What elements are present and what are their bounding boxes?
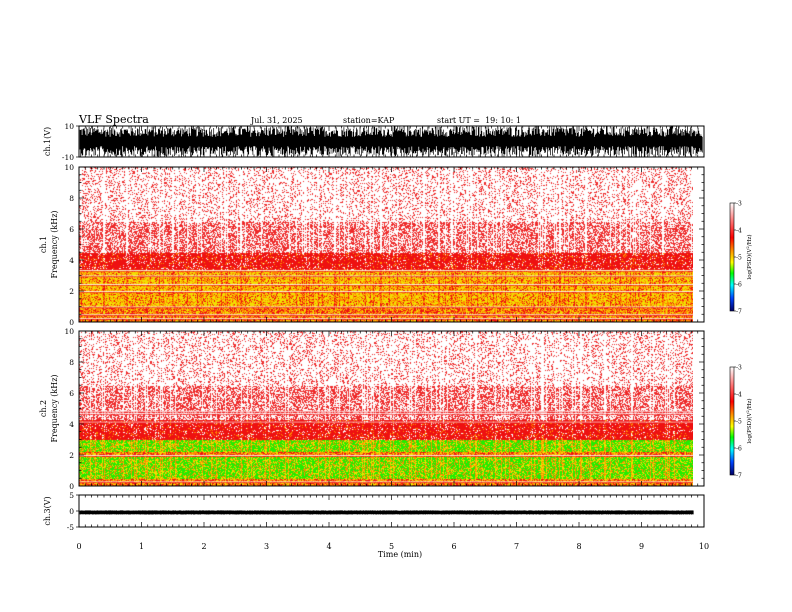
colorbar-tick-label: -7 [736,309,742,316]
time-tick-label: 3 [264,542,269,551]
ch1-spectrogram-image [79,167,693,322]
y-tick-label: 4 [69,256,74,265]
y-tick-label: 8 [69,358,74,367]
ch3-waveform-frame [78,494,705,528]
colorbar-tick-label: -4 [736,228,742,235]
time-tick-label: 9 [639,542,644,551]
y-tick-label: 2 [69,451,74,460]
y-tick-label: 0 [69,318,74,327]
header-station: station=KAP [343,116,395,125]
y-tick-label: 0 [69,482,74,491]
time-tick-label: 2 [201,542,206,551]
ch2-spectrogram-ticks: 0 2 4 6 8 10 [64,327,705,491]
time-tick-label: 1 [139,542,144,551]
colorbar-scale [729,202,735,312]
colorbar-label: log(PSD)(V2/Hz) [745,398,753,443]
colorbar-tick-label: -4 [736,392,742,399]
colorbar-tick-label: -5 [736,255,742,262]
figure-title: VLF Spectra [78,113,149,126]
colorbar-tick-label: -3 [736,365,742,372]
colorbar-label: log(PSD)(V2/Hz) [745,234,753,279]
time-tick-label: 0 [76,542,81,551]
y-tick-label: 10 [64,327,74,336]
ch1-spectrogram-frame [78,166,705,323]
y-tick-label: 6 [69,389,74,398]
y-tick-label: -5 [67,523,75,532]
y-tick-label: 4 [69,420,74,429]
ch1-spectrogram-panel: 0 2 4 6 8 10 ch.1 Frequency (kHz) -3 -4 -5 -6 -7 lo… [39,163,753,327]
y-tick-label: 10 [64,163,74,172]
ylabel-frequency: Frequency (kHz) [50,210,59,278]
time-tick-label: 6 [451,542,456,551]
colorbar-tick-label: -6 [736,446,742,453]
ch1-waveform-panel: 10 -10 ch.1(V) [43,122,705,162]
colorbar-tick-label: -7 [736,473,742,480]
ch2-spectrogram-frame [78,330,705,487]
y-tick-label: 2 [69,287,74,296]
ch3-waveform-trace [79,510,694,515]
y-tick-label: 6 [69,225,74,234]
time-tick-label: 4 [326,542,331,551]
y-tick-label: 0 [69,507,74,516]
colorbar-tick-label: -5 [736,419,742,426]
ch2-spectrogram-image [79,331,693,486]
y-tick-label: -10 [62,153,74,162]
ch1-spectrogram-ylabel: ch.1 Frequency (kHz) [39,210,59,278]
time-axis: 0 1 2 3 4 5 6 7 8 9 10 [76,542,709,551]
ylabel-channel: ch.1 [39,236,48,253]
colorbar-tick-label: -3 [736,201,742,208]
y-tick-label: 8 [69,194,74,203]
time-axis-label: Time (min) [378,550,422,559]
header-date: Jul. 31, 2025 [250,116,303,125]
ch2-spectrogram-ylabel: ch.2 Frequency (kHz) [39,374,59,442]
time-tick-label: 10 [699,542,709,551]
ylabel-channel: ch.2 [39,400,48,417]
y-tick-label: 10 [64,122,74,131]
ch2-spectrogram-panel: 0 2 4 6 8 10 ch.2 Frequency (kHz) -3 -4 -5 -6 -7 lo… [39,327,753,491]
time-tick-label: 5 [389,542,394,551]
colorbar-scale [729,366,735,476]
ch3-waveform-ylabel: ch.3(V) [43,496,52,525]
ch1-waveform-frame [78,125,705,158]
ch1-waveform-trace [79,126,703,157]
header-start-time: start UT = 19: 10: 1 [437,116,521,125]
time-tick-label: 7 [514,542,519,551]
ch1-waveform-ylabel: ch.1(V) [43,127,52,156]
ch3-waveform-panel: 5 0 -5 ch.3(V) [43,491,705,532]
ch2-colorbar: -3 -4 -5 -6 -7 log(PSD)(V2/Hz) [729,365,753,480]
colorbar-tick-label: -6 [736,282,742,289]
time-tick-label: 8 [576,542,581,551]
ch1-colorbar: -3 -4 -5 -6 -7 log(PSD)(V2/Hz) [729,201,753,316]
y-tick-label: 5 [69,491,74,500]
ylabel-frequency: Frequency (kHz) [50,374,59,442]
